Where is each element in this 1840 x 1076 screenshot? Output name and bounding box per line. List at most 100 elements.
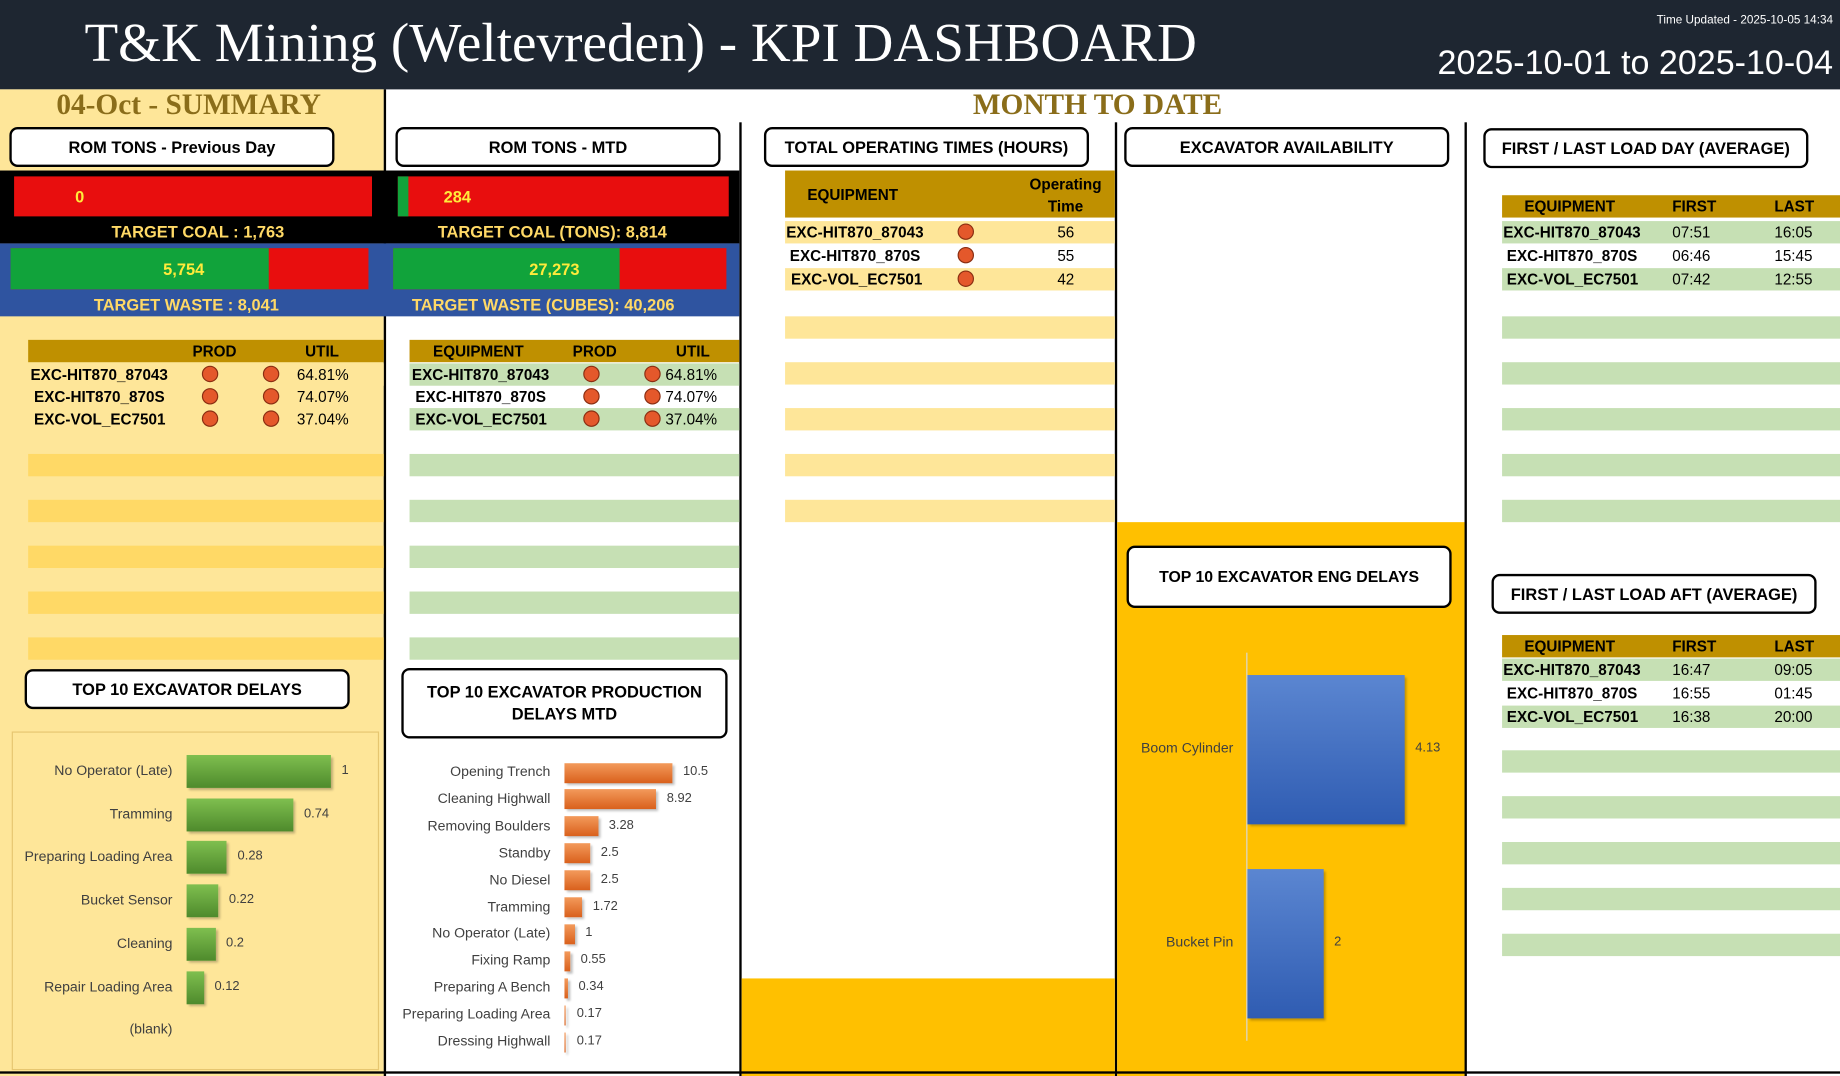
empty-row	[1502, 408, 1840, 431]
util-status-dot-icon	[262, 388, 280, 405]
table-row: EXC-VOL_EC7501 37.04%	[28, 408, 384, 430]
operating-footer-band	[741, 978, 1115, 1076]
chart-data-label: 0.28	[237, 849, 263, 864]
coal-bar-prev-day: 0	[14, 176, 372, 217]
chart-bar	[186, 798, 294, 832]
chart-data-label: 10.5	[682, 764, 709, 779]
header-last: LAST	[1774, 637, 1815, 656]
table-row: EXC-VOL_EC7501 16:38 20:00	[1502, 705, 1840, 728]
first-time: 06:46	[1672, 246, 1711, 265]
equipment-name: EXC-HIT870_87043	[1503, 660, 1641, 679]
chart-category-label: Standby	[498, 844, 551, 861]
mtd-equipment-table: EQUIPMENT PROD UTIL EXC-HIT870_87043 64.…	[409, 339, 740, 660]
equipment-name: EXC-HIT870_87043	[411, 365, 550, 384]
header-first: FIRST	[1672, 637, 1717, 656]
prod-status-dot-icon	[201, 365, 219, 383]
equipment-name: EXC-VOL_EC7501	[1506, 270, 1639, 289]
header-bar: T&K Mining (Weltevreden) - KPI DASHBOARD…	[0, 0, 1840, 90]
equipment-name: EXC-HIT870_870S	[789, 246, 921, 265]
prod-status-dot-icon	[583, 388, 600, 405]
operating-times-title: TOTAL OPERATING TIMES (HOURS)	[763, 127, 1090, 167]
chart-category-label: Tramming	[487, 897, 551, 915]
target-waste-prev: TARGET WASTE : 8,041	[93, 295, 279, 314]
empty-row	[785, 316, 1115, 339]
header-util: UTIL	[305, 342, 340, 360]
eng-delays-label: TOP 10 EXCAVATOR ENG DELAYS	[1159, 568, 1420, 586]
table-row: EXC-HIT870_870S 06:46 15:45	[1502, 245, 1840, 267]
equipment-name: EXC-VOL_EC7501	[34, 410, 166, 429]
header-equipment: EQUIPMENT	[1524, 197, 1616, 216]
empty-row	[1502, 316, 1840, 339]
empty-row	[28, 545, 384, 569]
divider	[1114, 122, 1118, 1076]
empty-row	[1502, 796, 1840, 819]
table-row: EXC-HIT870_870S 74.07%	[28, 386, 384, 408]
date-range: 2025-10-01 to 2025-10-04	[1437, 44, 1834, 83]
divider	[739, 122, 742, 1076]
empty-row	[409, 545, 740, 569]
mtd-section-title: MONTH TO DATE	[972, 89, 1223, 122]
equipment-name: EXC-HIT870_87043	[1503, 223, 1641, 242]
waste-bar-mtd: 27,273	[393, 248, 727, 290]
top10-delays-chart: No Operator (Late) 1 Tramming 0.74 Preparing…	[12, 731, 379, 1070]
chart-axis-line	[1246, 652, 1248, 1041]
chart-bar	[186, 927, 216, 961]
chart-bar	[564, 762, 673, 783]
chart-category-label: Opening Trench	[450, 763, 551, 780]
util-value: 37.04%	[296, 410, 349, 429]
target-coal-prev: TARGET COAL : 1,763	[111, 222, 285, 242]
last-time: 09:05	[1774, 660, 1813, 679]
equipment-name: EXC-HIT870_87043	[786, 223, 924, 242]
rom-mtd-label: ROM TONS - MTD	[488, 137, 628, 156]
target-coal-mtd: TARGET COAL (TONS): 8,814	[437, 222, 667, 242]
empty-row	[409, 637, 740, 660]
chart-data-label: 2	[1334, 934, 1342, 950]
chart-bar	[564, 843, 591, 864]
util-value: 74.07%	[665, 388, 718, 406]
operating-time-value: 42	[1057, 270, 1075, 289]
last-time: 01:45	[1774, 684, 1813, 703]
chart-category-label: No Operator (Late)	[432, 924, 551, 942]
chart-bar	[186, 970, 204, 1004]
chart-category-label: Repair Loading Area	[44, 977, 173, 995]
chart-bar	[186, 841, 227, 875]
header-util: UTIL	[675, 342, 710, 360]
table-row: EXC-HIT870_87043 64.81%	[409, 363, 740, 386]
table-row: EXC-VOL_EC7501 42	[785, 268, 1115, 291]
coal-value-prev: 0	[75, 186, 85, 206]
dashboard-title: T&K Mining (Weltevreden) - KPI DASHBOARD	[84, 12, 1197, 75]
empty-row	[1502, 453, 1840, 477]
coal-bar-mtd: 284	[397, 176, 729, 217]
top10-production-delays-chart: Opening Trench 10.5 Cleaning Highwall 8.92 R…	[387, 753, 737, 1071]
chart-data-label: 2.5	[600, 845, 619, 860]
chart-category-label: Preparing Loading Area	[402, 1005, 551, 1023]
chart-bar	[564, 951, 571, 972]
excavator-availability-label: EXCAVATOR AVAILABILITY	[1179, 137, 1394, 156]
chart-bar	[564, 897, 583, 918]
chart-category-label: Bucket Pin	[1166, 933, 1234, 951]
status-dot-icon	[957, 223, 975, 240]
chart-data-label: 0.2	[226, 935, 244, 950]
prod-status-dot-icon	[201, 410, 219, 427]
empty-row	[1502, 750, 1840, 773]
last-time: 20:00	[1774, 707, 1813, 726]
empty-row	[409, 499, 740, 523]
header-equipment: EQUIPMENT	[807, 185, 899, 204]
util-value: 64.81%	[296, 365, 349, 384]
first-time: 16:55	[1672, 684, 1711, 703]
table-row: EXC-HIT870_87043 07:51 16:05	[1502, 221, 1840, 244]
waste-bar-prev-day: 5,754	[10, 248, 369, 290]
top10-delays-title: TOP 10 EXCAVATOR DELAYS	[24, 669, 350, 710]
chart-data-label: 1	[341, 763, 349, 778]
chart-data-label: 2.5	[600, 872, 619, 887]
chart-data-label: 0.55	[580, 952, 606, 968]
empty-row	[1502, 887, 1840, 911]
waste-bar-mtd-fill	[393, 248, 620, 290]
util-status-dot-icon	[644, 365, 661, 383]
header-equipment: EQUIPMENT	[433, 342, 524, 360]
excavator-availability-title: EXCAVATOR AVAILABILITY	[1124, 127, 1450, 167]
table-header-row: EQUIPMENT FIRST LAST	[1502, 195, 1840, 218]
empty-row	[1502, 933, 1840, 957]
chart-category-label: No Diesel	[489, 870, 551, 888]
